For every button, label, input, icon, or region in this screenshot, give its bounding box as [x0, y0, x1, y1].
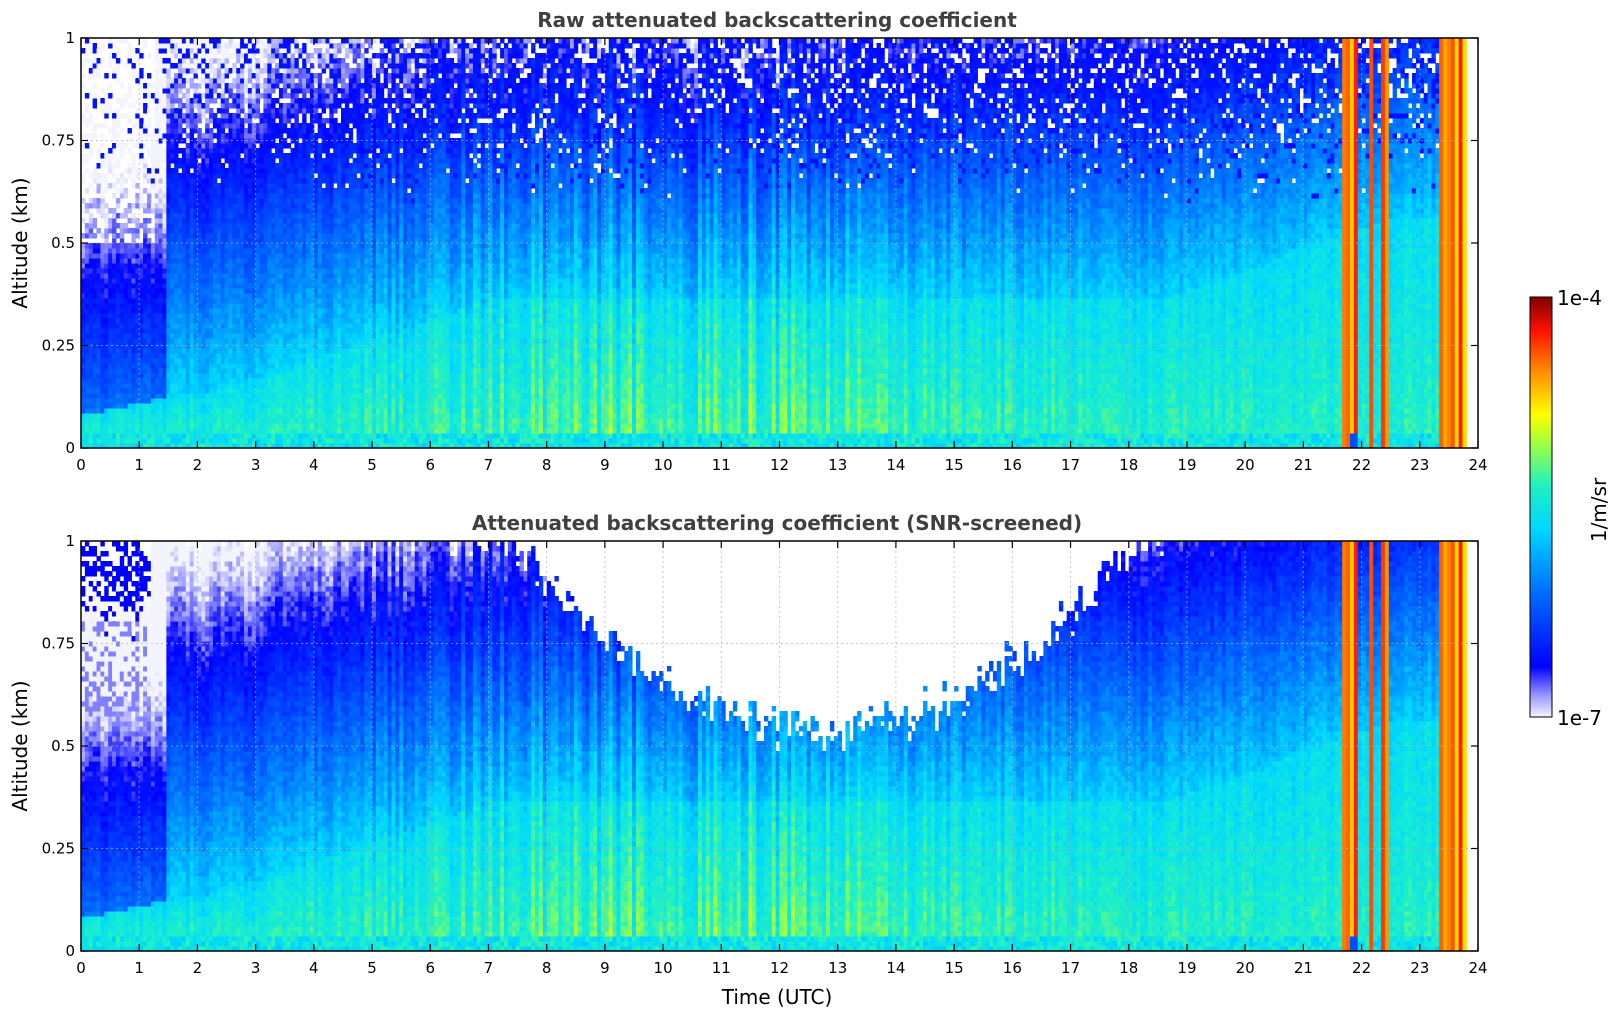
x-tick-label: 13 — [828, 456, 847, 474]
x-tick-label: 12 — [770, 959, 789, 977]
heatmap-raw — [81, 38, 1467, 449]
x-tick-label: 20 — [1236, 959, 1255, 977]
y-tick-label: 0.25 — [42, 840, 75, 858]
y-tick-label: 1 — [65, 532, 75, 550]
x-tick-label: 14 — [886, 456, 905, 474]
x-tick-label: 11 — [712, 456, 731, 474]
x-tick-label: 8 — [542, 959, 552, 977]
x-tick-label: 14 — [886, 959, 905, 977]
x-tick-label: 9 — [600, 959, 610, 977]
xlabel-time: Time (UTC) — [721, 985, 833, 1009]
x-tick-label: 4 — [309, 456, 319, 474]
y-tick-label: 0.25 — [42, 337, 75, 355]
x-tick-label: 11 — [712, 959, 731, 977]
x-tick-label: 16 — [1003, 959, 1022, 977]
x-tick-label: 15 — [945, 959, 964, 977]
x-tick-label: 21 — [1294, 959, 1313, 977]
x-tick-label: 7 — [484, 959, 494, 977]
y-tick-label: 0 — [65, 439, 75, 457]
x-tick-label: 5 — [367, 959, 377, 977]
title-raw: Raw attenuated backscattering coefficien… — [537, 8, 1017, 32]
x-tick-label: 6 — [425, 959, 435, 977]
x-tick-label: 8 — [542, 456, 552, 474]
x-tick-label: 5 — [367, 456, 377, 474]
y-tick-label: 1 — [65, 29, 75, 47]
x-tick-label: 18 — [1119, 959, 1138, 977]
x-tick-label: 4 — [309, 959, 319, 977]
x-tick-label: 6 — [425, 456, 435, 474]
figure: Raw attenuated backscattering coefficien… — [0, 0, 1621, 1020]
heatmap-screened — [81, 541, 1467, 952]
x-tick-label: 17 — [1061, 959, 1080, 977]
y-tick-label: 0 — [65, 942, 75, 960]
y-tick-label: 0.75 — [42, 132, 75, 150]
x-tick-label: 2 — [193, 456, 203, 474]
x-tick-label: 23 — [1410, 456, 1429, 474]
colorbar-min-label: 1e-7 — [1557, 706, 1602, 730]
x-tick-label: 20 — [1236, 456, 1255, 474]
y-tick-label: 0.5 — [51, 234, 75, 252]
title-screened: Attenuated backscattering coefficient (S… — [472, 511, 1082, 535]
colorbar-max-label: 1e-4 — [1557, 286, 1602, 310]
x-tick-label: 13 — [828, 959, 847, 977]
x-tick-label: 3 — [251, 456, 261, 474]
colorbar-unit-label: 1/m/sr — [1587, 477, 1611, 542]
panel-raw: Raw attenuated backscattering coefficien… — [8, 8, 1488, 474]
y-tick-label: 0.75 — [42, 635, 75, 653]
x-tick-label: 21 — [1294, 456, 1313, 474]
colorbar: 1e-4 1e-7 1/m/sr — [1530, 286, 1611, 730]
ylabel-raw: Altitude (km) — [8, 177, 32, 308]
x-tick-label: 24 — [1468, 456, 1487, 474]
x-tick-label: 1 — [134, 959, 144, 977]
colorbar-gradient — [1530, 297, 1552, 717]
x-tick-label: 15 — [945, 456, 964, 474]
x-tick-label: 0 — [76, 456, 86, 474]
x-tick-label: 10 — [654, 959, 673, 977]
x-tick-label: 19 — [1177, 456, 1196, 474]
x-tick-label: 23 — [1410, 959, 1429, 977]
x-tick-label: 7 — [484, 456, 494, 474]
y-tick-label: 0.5 — [51, 737, 75, 755]
x-tick-label: 19 — [1177, 959, 1196, 977]
x-tick-label: 18 — [1119, 456, 1138, 474]
ylabel-screened: Altitude (km) — [8, 680, 32, 811]
panel-screened: Attenuated backscattering coefficient (S… — [8, 511, 1488, 1009]
x-tick-label: 22 — [1352, 456, 1371, 474]
x-tick-label: 2 — [193, 959, 203, 977]
x-tick-label: 12 — [770, 456, 789, 474]
x-tick-label: 1 — [134, 456, 144, 474]
x-tick-label: 16 — [1003, 456, 1022, 474]
x-tick-label: 9 — [600, 456, 610, 474]
x-tick-label: 10 — [654, 456, 673, 474]
x-tick-label: 22 — [1352, 959, 1371, 977]
x-tick-label: 17 — [1061, 456, 1080, 474]
x-tick-label: 24 — [1468, 959, 1487, 977]
x-tick-label: 0 — [76, 959, 86, 977]
x-tick-label: 3 — [251, 959, 261, 977]
